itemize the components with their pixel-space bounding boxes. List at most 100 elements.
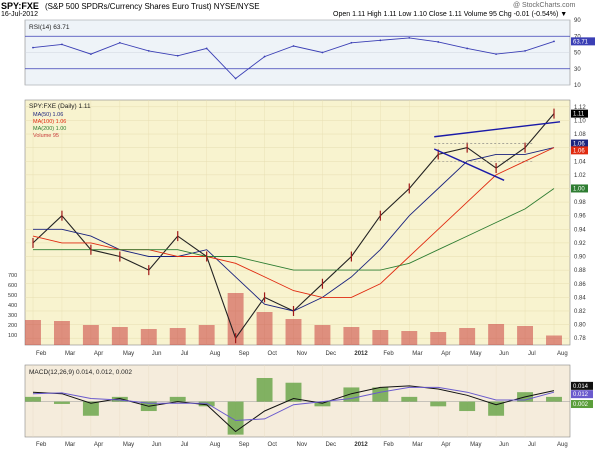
volume-bar bbox=[517, 326, 534, 345]
price-x-label: Dec bbox=[325, 351, 336, 357]
macd-x-label: May bbox=[470, 442, 481, 448]
macd-x-label: Jul bbox=[528, 442, 536, 448]
volume-bar bbox=[169, 328, 186, 345]
macd-x-label: 2012 bbox=[354, 442, 368, 448]
macd-histogram-bar bbox=[198, 401, 215, 407]
macd-value-badge-label: 0.002 bbox=[573, 402, 589, 408]
macd-x-label: Jul bbox=[181, 442, 189, 448]
macd-value-badge-label: 0.014 bbox=[573, 384, 589, 390]
lower-trendline bbox=[433, 148, 505, 181]
price-tick-label: 0.82 bbox=[574, 309, 586, 315]
volume-bar bbox=[488, 324, 505, 345]
ma200-legend: MA(200) 1.00 bbox=[33, 126, 66, 132]
price-x-label: Aug bbox=[557, 351, 568, 357]
price-x-label: Aug bbox=[210, 351, 221, 357]
ma50-legend: MA(50) 1.06 bbox=[33, 112, 63, 118]
rsi-point bbox=[147, 49, 150, 52]
macd-x-label: Oct bbox=[268, 442, 278, 448]
macd-value-badge-label: 0.012 bbox=[573, 392, 589, 398]
macd-x-label: Jun bbox=[499, 442, 509, 448]
price-x-label: Feb bbox=[383, 351, 394, 357]
price-x-label: May bbox=[470, 351, 481, 357]
macd-histogram-bar bbox=[546, 396, 562, 402]
price-x-label: Sep bbox=[239, 351, 250, 357]
signal-line bbox=[32, 386, 555, 422]
macd-x-label: Aug bbox=[210, 442, 221, 448]
macd-value-badge bbox=[571, 390, 593, 399]
rsi-point bbox=[408, 36, 411, 39]
price-tick-label: 1.04 bbox=[574, 159, 586, 165]
price-value-badge bbox=[571, 146, 588, 155]
macd-histogram-bar bbox=[372, 387, 389, 402]
label-layer: 90 70 50 30 10 63.71 1.12 1.10 1.08 1.06 1.04 1.02 1… bbox=[8, 18, 595, 448]
price-value-badge bbox=[571, 109, 588, 118]
macd-histogram-bar bbox=[401, 396, 418, 402]
rsi-point bbox=[292, 45, 295, 47]
price-x-label: Apr bbox=[94, 351, 103, 357]
macd-value-badge bbox=[571, 381, 593, 390]
volume-bar bbox=[140, 329, 157, 345]
volume-tick-label: 200 bbox=[8, 323, 17, 329]
rsi-tick-label: 50 bbox=[574, 51, 581, 57]
macd-histogram-bar bbox=[285, 382, 302, 402]
rsi-value-badge bbox=[571, 37, 595, 46]
price-x-label: Jul bbox=[528, 351, 536, 357]
volume-tick-label: 100 bbox=[8, 333, 17, 339]
rsi-tick-label: 90 bbox=[574, 18, 581, 24]
price-value-badge-label: 1.00 bbox=[573, 186, 585, 192]
price-tick-label: 0.92 bbox=[574, 241, 586, 247]
price-tick-label: 1.12 bbox=[574, 105, 586, 111]
volume-bar bbox=[198, 325, 215, 345]
macd-value-badge bbox=[571, 400, 593, 409]
price-x-label: May bbox=[123, 351, 134, 357]
rsi-point bbox=[437, 41, 440, 43]
macd-x-label: May bbox=[123, 442, 134, 448]
price-tick-label: 0.90 bbox=[574, 255, 586, 261]
volume-bar bbox=[372, 330, 389, 345]
macd-histogram-bar bbox=[459, 401, 476, 412]
macd-x-label: Mar bbox=[412, 442, 422, 448]
rsi-point bbox=[263, 55, 266, 58]
price-tick-label: 0.80 bbox=[574, 323, 586, 329]
macd-x-label: Apr bbox=[441, 442, 450, 448]
rsi-point bbox=[234, 77, 237, 80]
series-layer bbox=[32, 36, 561, 344]
price-x-label: Jul bbox=[181, 351, 189, 357]
price-panel bbox=[24, 99, 571, 346]
macd-x-label: Feb bbox=[36, 442, 47, 448]
volume-bar bbox=[546, 335, 562, 345]
volume-bar bbox=[401, 331, 418, 345]
volume-bar bbox=[285, 319, 302, 345]
macd-histogram-bar bbox=[169, 396, 186, 402]
macd-histogram-bar bbox=[82, 401, 99, 416]
rsi-point bbox=[495, 53, 498, 56]
macd-x-label: Mar bbox=[65, 442, 75, 448]
price-x-label: Jun bbox=[499, 351, 509, 357]
grid-layer bbox=[25, 19, 570, 437]
rsi-point bbox=[350, 41, 353, 44]
volume-legend: Volume 95 bbox=[33, 133, 59, 139]
macd-x-label: Jun bbox=[152, 442, 162, 448]
macd-histogram-bar bbox=[227, 401, 244, 435]
price-x-label: Jun bbox=[152, 351, 162, 357]
price-tick-label: 0.98 bbox=[574, 200, 586, 206]
volume-bar bbox=[111, 327, 128, 345]
price-x-label: Mar bbox=[412, 351, 422, 357]
price-legend: SPY:FXE (Daily) 1.11 bbox=[29, 103, 91, 110]
macd-x-label: Apr bbox=[94, 442, 103, 448]
volume-bar bbox=[430, 332, 447, 345]
macd-histogram-bar bbox=[430, 401, 447, 407]
symbol-description: (S&P 500 SPDRs/Currency Shares Euro Trus… bbox=[45, 2, 260, 11]
macd-x-label: Sep bbox=[239, 442, 250, 448]
price-value-badge bbox=[571, 139, 588, 148]
price-tick-label: 1.10 bbox=[574, 118, 586, 124]
rsi-point bbox=[32, 46, 34, 49]
price-tick-label: 0.94 bbox=[574, 227, 586, 233]
volume-bar bbox=[82, 325, 99, 345]
macd-histogram-bar bbox=[256, 378, 273, 402]
macd-histogram-bar bbox=[111, 396, 128, 402]
macd-x-label: Aug bbox=[557, 442, 568, 448]
volume-bar bbox=[314, 325, 331, 345]
rsi-tick-label: 30 bbox=[574, 67, 581, 73]
